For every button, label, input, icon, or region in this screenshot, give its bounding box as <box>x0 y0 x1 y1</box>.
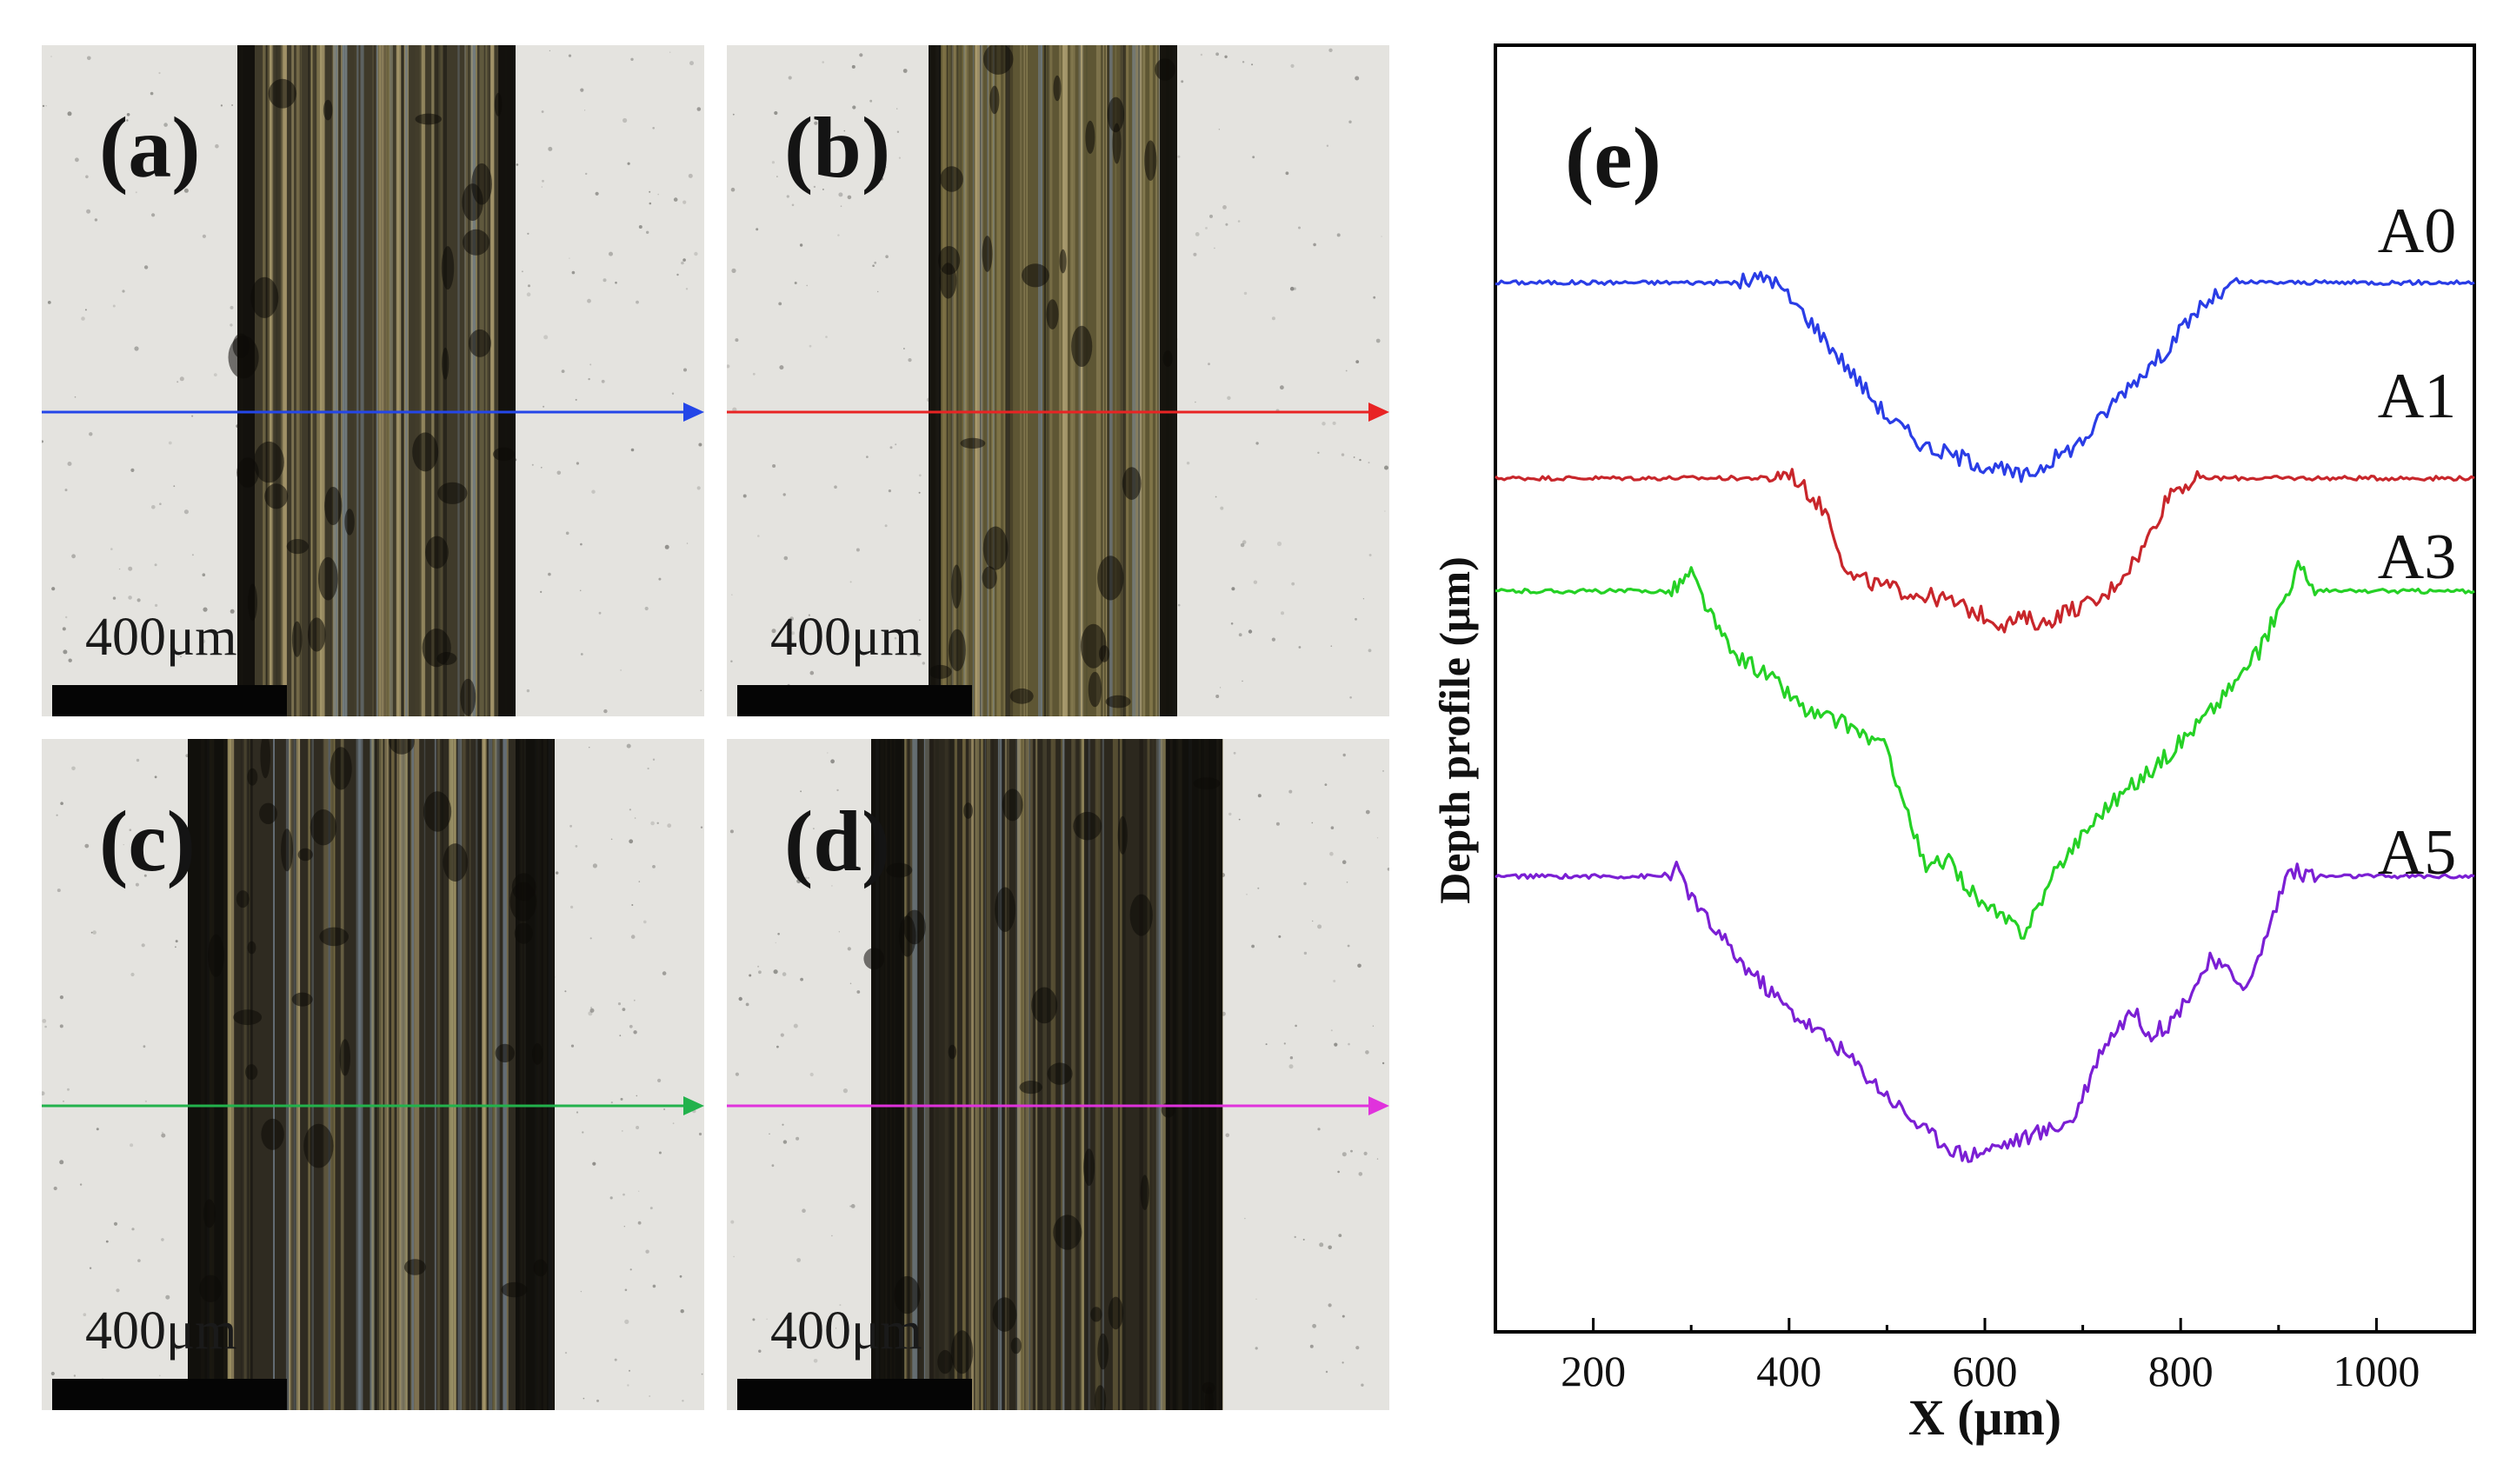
series-line-a3 <box>1495 560 2475 940</box>
scale-label-c: 400μm <box>85 1301 237 1361</box>
micrograph-panel-a: (a) 400μm <box>42 45 704 716</box>
x-axis-ticks: 200 400 600 800 1000 <box>1494 1318 2476 1395</box>
x-tick-label-200: 200 <box>1561 1347 1626 1395</box>
series-lines <box>1494 270 2475 1163</box>
scale-bar-d <box>737 1379 972 1410</box>
panel-label-a: (a) <box>99 99 201 196</box>
series-label-a3: A3 <box>2378 522 2456 593</box>
scale-label-a: 400μm <box>85 608 237 667</box>
micrograph-panel-d: (d) 400μm <box>727 739 1389 1410</box>
series-line-a0 <box>1495 270 2475 483</box>
x-tick-label-400: 400 <box>1756 1347 1821 1395</box>
chart-panel-label: (e) <box>1565 110 1661 206</box>
x-tick-label-800: 800 <box>2148 1347 2214 1395</box>
panel-label-d: (d) <box>784 793 891 889</box>
wear-striations-d <box>863 739 1223 1410</box>
panel-label-c: (c) <box>99 793 196 889</box>
x-axis-label: X (μm) <box>1908 1389 2061 1446</box>
x-tick-label-1000: 1000 <box>2333 1347 2420 1395</box>
wear-track-image-d <box>727 739 1389 1410</box>
wear-track-image-b <box>727 45 1389 716</box>
profile-arrow-head-c <box>683 1096 704 1115</box>
profile-arrow-head-b <box>1368 403 1389 422</box>
scale-bar-a <box>52 685 287 716</box>
scale-label-b: 400μm <box>770 608 922 667</box>
series-line-a1 <box>1494 468 2475 634</box>
scale-label-d: 400μm <box>770 1301 922 1361</box>
wear-striations-a <box>228 45 516 716</box>
wear-track-image-a <box>42 45 704 716</box>
scale-bar-b <box>737 685 972 716</box>
series-label-a5: A5 <box>2378 817 2456 888</box>
x-tick-label-600: 600 <box>1953 1347 2018 1395</box>
scale-bar-c <box>52 1379 287 1410</box>
micrograph-panel-c: (c) 400μm <box>42 739 704 1410</box>
panel-label-b: (b) <box>784 99 891 196</box>
wear-striations-b <box>929 45 1177 716</box>
wear-track-image-c <box>42 739 704 1410</box>
y-axis-label: Depth profile (μm) <box>1430 556 1479 904</box>
profile-arrow-head-d <box>1368 1096 1389 1115</box>
plot-frame <box>1494 43 2476 1334</box>
series-label-a0: A0 <box>2378 196 2456 267</box>
series-line-a5 <box>1495 860 2475 1163</box>
series-label-a1: A1 <box>2378 361 2456 432</box>
wear-striations-c <box>188 739 555 1410</box>
depth-profile-chart: 200 400 600 800 1000 (e) A0 A1 A3 A5 X (μm) … <box>1430 43 2476 1446</box>
micrograph-panel-b: (b) 400μm <box>727 45 1389 716</box>
profile-arrow-head-a <box>683 403 704 422</box>
